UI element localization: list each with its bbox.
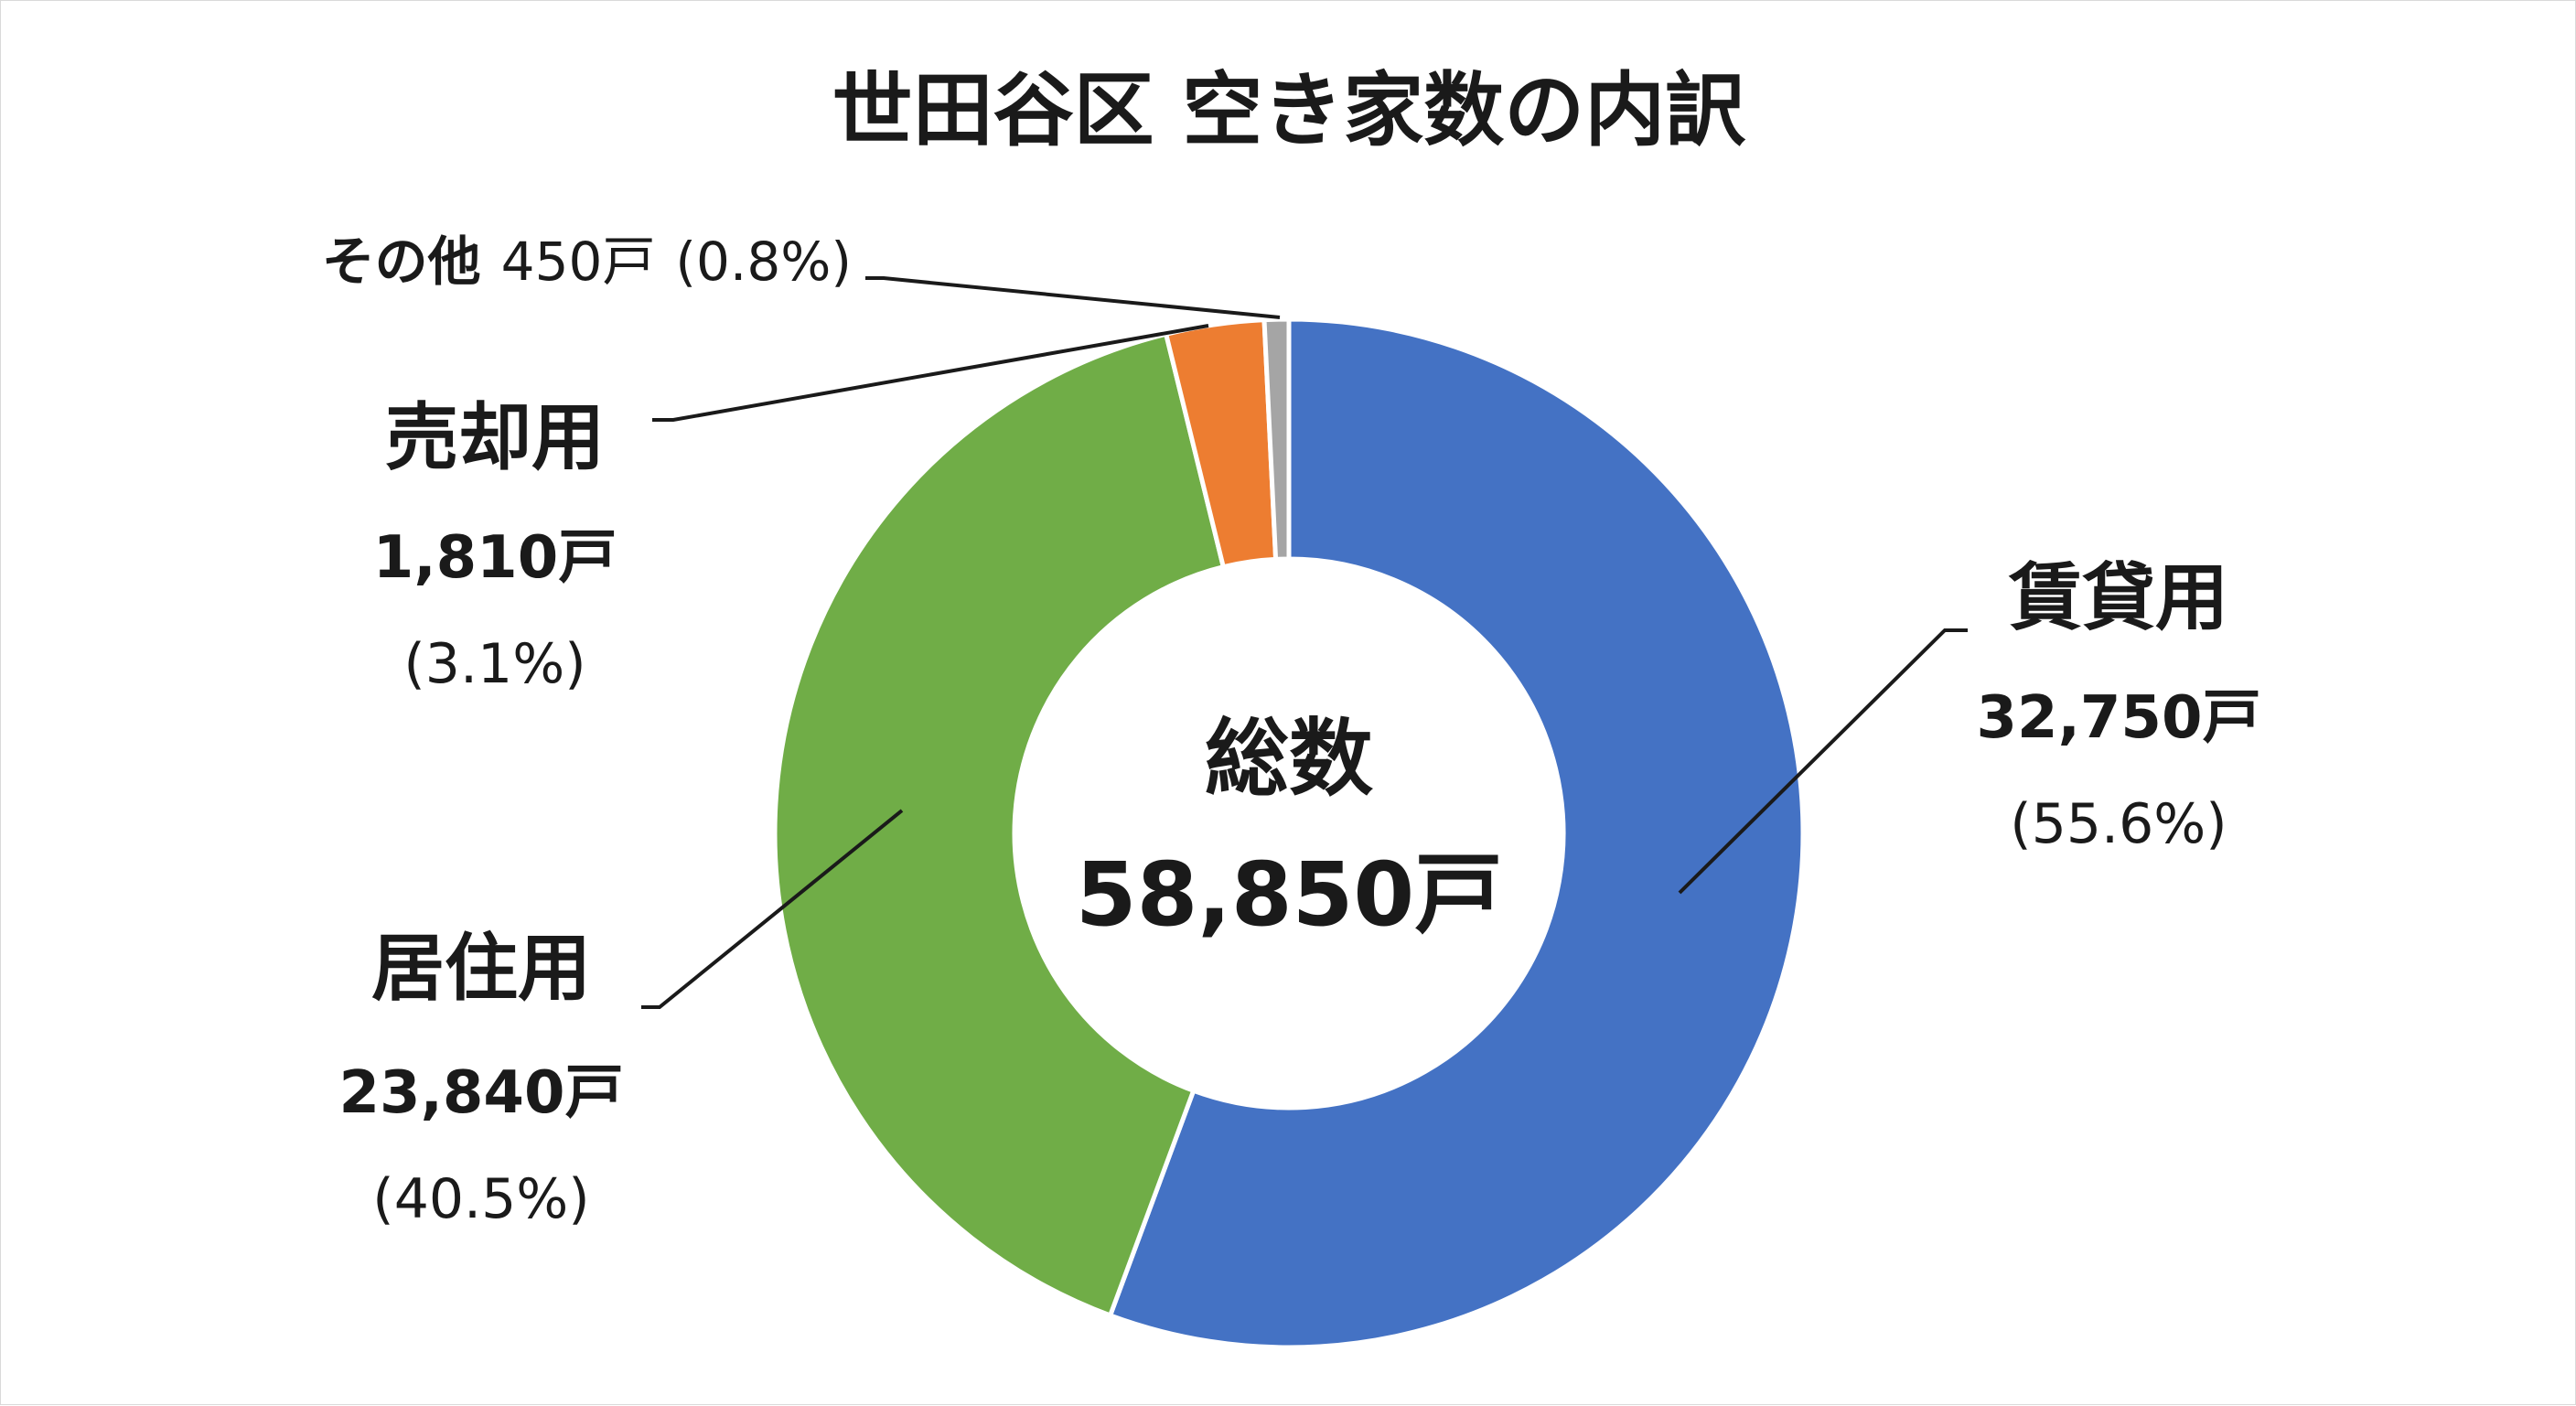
center-total-value: 58,850戸 <box>1076 843 1502 946</box>
center-total-label: 総数 <box>1205 710 1373 808</box>
slice-label-other-value: 450戸 <box>501 231 656 293</box>
slice-label-other: その他 450戸 (0.8%) <box>322 231 852 293</box>
slice-rental <box>1107 317 1806 1350</box>
leader-line-residential <box>641 809 904 1009</box>
leader-line-other <box>865 276 1281 319</box>
slice-label-sale-percent: (3.1%) <box>403 632 585 696</box>
chart-title: 世田谷区 空き家数の内訳 <box>832 63 1747 157</box>
slice-label-residential-name: 居住用 <box>371 926 591 1011</box>
slice-label-rental-value: 32,750戸 <box>1977 684 2261 752</box>
slice-label-residential-value: 23,840戸 <box>339 1059 624 1127</box>
slice-label-other-name: その他 <box>322 231 481 293</box>
slice-label-sale-value: 1,810戸 <box>373 524 617 592</box>
leader-line-rental <box>1678 628 1968 895</box>
slice-label-sale-name: 売却用 <box>385 395 605 480</box>
leader-line-sale <box>652 324 1209 422</box>
slice-label-residential-percent: (40.5%) <box>372 1167 589 1231</box>
donut-slices <box>772 317 1806 1350</box>
slice-residential <box>772 331 1227 1319</box>
slice-label-rental-percent: (55.6%) <box>2010 792 2227 856</box>
slice-label-rental-name: 賃貸用 <box>2008 555 2228 640</box>
slice-other <box>1261 317 1292 562</box>
slice-label-other-percent: (0.8%) <box>675 231 852 293</box>
